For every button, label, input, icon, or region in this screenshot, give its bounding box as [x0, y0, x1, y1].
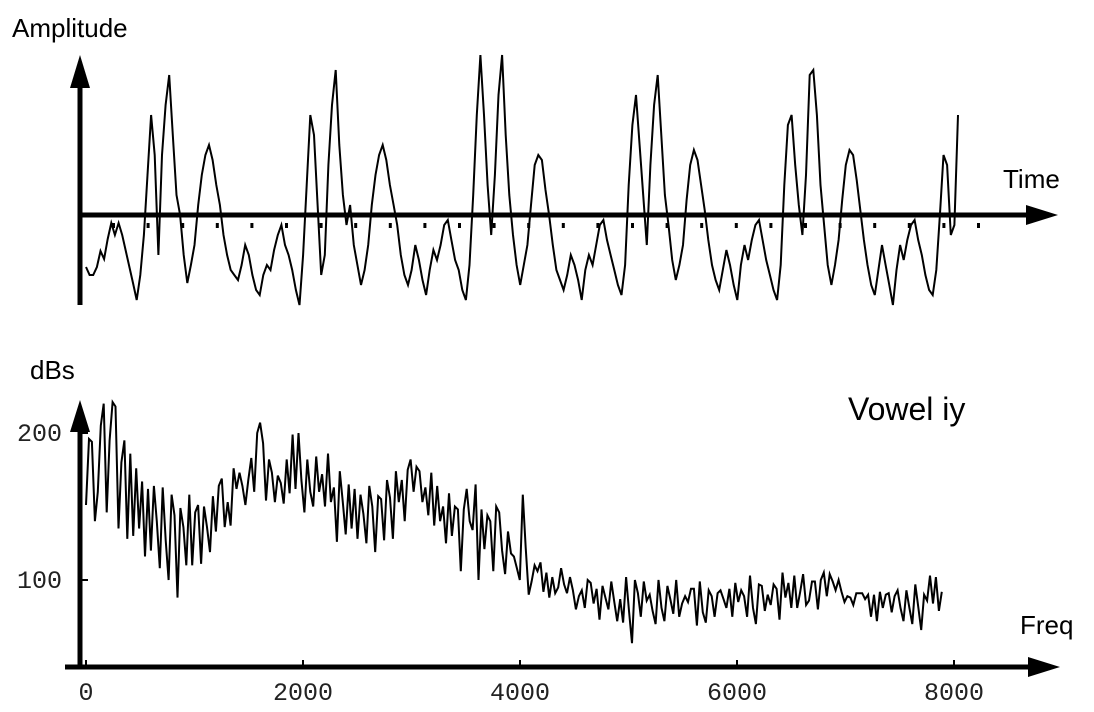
waveform-tick-mark — [319, 223, 323, 228]
spectrum-x-axis-label: Freq — [1020, 610, 1073, 640]
spectrum-x-axis-arrow — [1028, 657, 1060, 677]
waveform-series-line — [85, 54, 959, 306]
spectrum-y-axis-label: dBs — [30, 355, 75, 385]
waveform-tick-mark — [769, 223, 773, 228]
spectrum-panel: 0 2000 4000 6000 8000 100 200 dBs Freq Vowel … — [17, 355, 1073, 708]
waveform-tick-mark — [804, 223, 807, 228]
waveform-tick-mark — [631, 223, 634, 228]
spectrum-series-line — [85, 399, 943, 644]
spectrum-y-tick-label: 200 — [17, 420, 62, 449]
waveform-x-axis-arrow — [1026, 205, 1058, 225]
waveform-tick-mark — [942, 223, 946, 228]
spectrum-x-tick-label: 8000 — [924, 679, 984, 708]
waveform-tick-mark — [146, 223, 150, 228]
waveform-tick-mark — [388, 223, 392, 228]
spectrum-y-axis-arrow — [70, 400, 90, 432]
spectrum-title: Vowel iy — [848, 391, 965, 427]
waveform-tick-mark — [354, 223, 358, 228]
waveform-tick-mark — [112, 223, 115, 228]
waveform-tick-mark — [250, 223, 254, 228]
waveform-tick-mark — [734, 223, 738, 228]
waveform-tick-mark — [700, 223, 704, 228]
waveform-tick-mark — [492, 223, 496, 228]
waveform-tick-mark — [458, 223, 461, 228]
spectrum-x-tick-label: 6000 — [707, 679, 767, 708]
spectrum-y-tick-label: 100 — [17, 567, 62, 596]
waveform-tick-mark — [907, 223, 911, 228]
waveform-tick-marks — [112, 223, 980, 228]
spectrum-x-tick-label: 0 — [78, 679, 93, 708]
waveform-y-axis-label: Amplitude — [12, 13, 128, 43]
waveform-tick-mark — [596, 223, 600, 228]
waveform-tick-mark — [873, 223, 877, 228]
spectrum-x-ticks: 0 2000 4000 6000 8000 — [78, 660, 984, 708]
waveform-tick-mark — [285, 223, 288, 228]
waveform-tick-mark — [977, 223, 980, 228]
waveform-tick-mark — [181, 223, 185, 228]
waveform-tick-mark — [423, 223, 427, 228]
waveform-x-axis-label: Time — [1003, 164, 1060, 194]
waveform-tick-mark — [665, 223, 669, 228]
waveform-tick-mark — [561, 223, 565, 228]
waveform-tick-mark — [215, 223, 219, 228]
waveform-y-axis-arrow — [70, 55, 90, 88]
spectrum-x-tick-label: 2000 — [273, 679, 333, 708]
spectrum-y-ticks: 100 200 — [17, 420, 88, 596]
waveform-panel: Amplitude Time — [12, 13, 1060, 306]
spectrum-x-tick-label: 4000 — [490, 679, 550, 708]
